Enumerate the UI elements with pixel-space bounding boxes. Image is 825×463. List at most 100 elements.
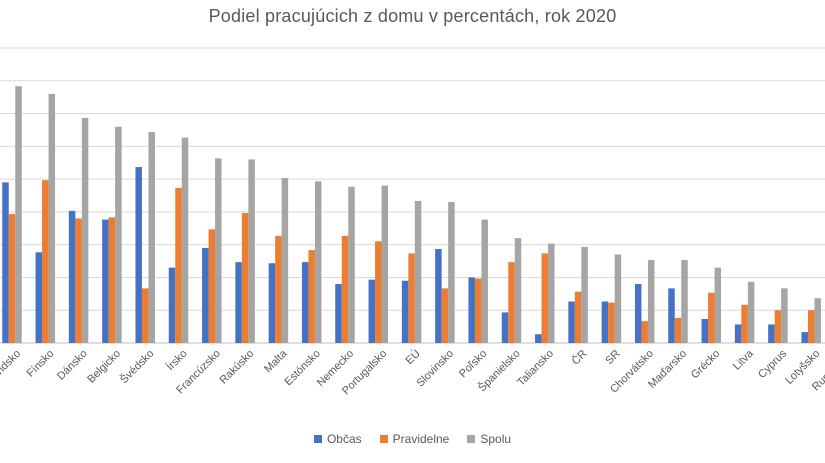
bar-spolu-16 xyxy=(548,243,555,343)
bar-občas-12 xyxy=(401,280,409,343)
legend-item-obcas: Občas xyxy=(313,432,362,446)
bar-spolu-9 xyxy=(314,181,322,343)
bar-pravidelne-4 xyxy=(141,288,149,343)
bars xyxy=(2,86,821,344)
bar-pravidelne-18 xyxy=(608,302,615,343)
category-label: Grécko xyxy=(689,348,723,382)
bar-spolu-1 xyxy=(48,93,56,343)
bar-spolu-7 xyxy=(248,159,255,343)
bar-spolu-6 xyxy=(215,158,222,343)
category-label: SR xyxy=(603,348,622,367)
bar-občas-24 xyxy=(801,332,808,343)
bar-spolu-22 xyxy=(747,281,755,343)
bar-občas-11 xyxy=(368,279,376,343)
bar-spolu-2 xyxy=(81,117,89,343)
bar-pravidelne-16 xyxy=(541,253,549,343)
bar-občas-0 xyxy=(2,182,9,343)
bar-občas-4 xyxy=(135,167,142,343)
category-label: Belgicko xyxy=(85,348,123,386)
bar-občas-18 xyxy=(601,301,609,343)
legend-swatch-pravidelne xyxy=(379,435,388,443)
category-label: Holandsko xyxy=(0,348,23,393)
bar-občas-15 xyxy=(501,312,509,343)
bar-spolu-14 xyxy=(481,219,488,343)
bar-pravidelne-15 xyxy=(508,262,515,343)
bar-občas-16 xyxy=(535,334,542,343)
bar-pravidelne-1 xyxy=(42,180,49,343)
category-label: Taliansko xyxy=(515,348,556,389)
bar-občas-20 xyxy=(668,288,675,343)
bar-spolu-8 xyxy=(281,178,289,343)
bar-spolu-20 xyxy=(681,259,688,343)
category-label: Írsko xyxy=(164,347,190,373)
bar-pravidelne-21 xyxy=(708,292,715,343)
bar-pravidelne-11 xyxy=(375,241,382,343)
bar-občas-5 xyxy=(168,267,176,343)
bar-pravidelne-14 xyxy=(474,278,482,343)
bar-občas-14 xyxy=(468,277,475,343)
legend-label-pravidelne: Pravidelne xyxy=(392,432,450,446)
category-label: Poľsko xyxy=(457,348,489,380)
category-label: Švédsko xyxy=(117,347,156,386)
bar-pravidelne-6 xyxy=(208,229,216,343)
bar-pravidelne-20 xyxy=(674,317,682,343)
legend-label-obcas: Občas xyxy=(326,432,362,446)
bar-pravidelne-8 xyxy=(275,235,282,343)
legend-item-spolu: Spolu xyxy=(467,432,511,446)
legend-swatch-obcas xyxy=(313,435,322,443)
bar-spolu-21 xyxy=(714,267,722,343)
bar-spolu-3 xyxy=(115,126,122,344)
bar-občas-1 xyxy=(35,252,43,343)
bar-občas-9 xyxy=(301,262,309,343)
bar-občas-22 xyxy=(734,324,742,343)
category-label: Malta xyxy=(262,347,290,375)
bar-občas-17 xyxy=(568,301,575,343)
category-label: ČR xyxy=(569,347,589,367)
category-label: Litva xyxy=(731,347,757,373)
bar-spolu-0 xyxy=(15,86,22,344)
bar-spolu-17 xyxy=(581,246,588,343)
bar-pravidelne-0 xyxy=(8,214,16,343)
bar-spolu-19 xyxy=(647,259,655,343)
bar-občas-10 xyxy=(335,284,342,343)
bar-občas-8 xyxy=(268,263,276,343)
bar-spolu-18 xyxy=(614,254,622,343)
bar-občas-3 xyxy=(102,219,109,343)
legend: Občas Pravidelne Spolu xyxy=(0,432,825,446)
chart-title: Podiel pracujúcich z domu v percentách, … xyxy=(208,6,617,26)
bar-pravidelne-19 xyxy=(641,321,648,343)
bar-pravidelne-17 xyxy=(574,291,582,343)
bar-občas-6 xyxy=(202,247,209,343)
bar-pravidelne-13 xyxy=(441,288,449,343)
bar-pravidelne-10 xyxy=(341,235,349,343)
category-label: EÚ xyxy=(403,347,423,367)
bar-spolu-4 xyxy=(148,132,155,343)
bar-spolu-24 xyxy=(814,298,821,343)
bar-občas-23 xyxy=(768,324,775,343)
bar-pravidelne-5 xyxy=(175,187,182,343)
bar-občas-2 xyxy=(68,210,76,343)
bar-spolu-5 xyxy=(181,137,189,343)
bar-pravidelne-9 xyxy=(308,250,315,343)
bar-pravidelne-7 xyxy=(241,212,249,343)
bar-občas-21 xyxy=(701,318,709,343)
bar-pravidelne-2 xyxy=(75,218,82,343)
bar-spolu-23 xyxy=(781,288,788,343)
bar-spolu-13 xyxy=(448,202,455,343)
legend-label-spolu: Spolu xyxy=(480,432,512,446)
bar-pravidelne-12 xyxy=(408,253,415,343)
bar-spolu-11 xyxy=(381,185,389,343)
bar-pravidelne-3 xyxy=(108,217,116,343)
bar-občas-7 xyxy=(235,262,242,343)
legend-swatch-spolu xyxy=(467,435,476,443)
category-label: Rakúsko xyxy=(218,348,257,387)
bar-pravidelne-22 xyxy=(741,304,748,343)
legend-item-pravidelne: Pravidelne xyxy=(379,432,450,446)
bar-občas-13 xyxy=(435,249,442,343)
category-label: Fínsko xyxy=(25,348,57,380)
bar-spolu-10 xyxy=(348,186,355,343)
bar-občas-19 xyxy=(634,284,642,343)
bar-pravidelne-24 xyxy=(807,310,815,343)
